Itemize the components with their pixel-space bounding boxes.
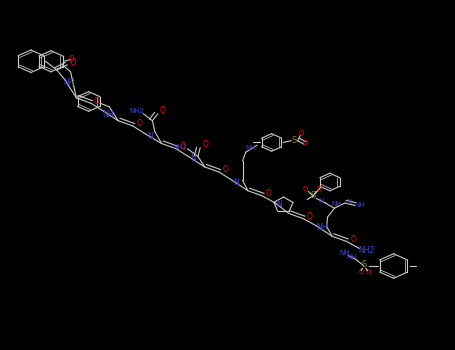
- Text: N: N: [347, 199, 352, 205]
- Text: S: S: [310, 191, 316, 201]
- Text: NH: NH: [102, 110, 114, 119]
- Text: NH2: NH2: [172, 144, 187, 150]
- Text: O: O: [70, 58, 76, 67]
- Text: N: N: [191, 154, 196, 163]
- Text: O: O: [266, 189, 272, 198]
- Text: NH: NH: [316, 223, 328, 232]
- Text: O: O: [317, 186, 322, 192]
- Text: NH: NH: [245, 145, 256, 151]
- Text: S: S: [292, 136, 297, 145]
- Text: O: O: [307, 212, 313, 221]
- Text: O: O: [180, 142, 185, 151]
- Text: NH: NH: [354, 202, 365, 208]
- Text: NH: NH: [339, 250, 350, 256]
- Text: O: O: [136, 119, 142, 128]
- Text: N: N: [276, 200, 282, 209]
- Text: O: O: [94, 97, 100, 106]
- Text: O: O: [303, 140, 308, 146]
- Text: O: O: [203, 140, 208, 149]
- Text: O: O: [303, 186, 308, 192]
- Text: NH2: NH2: [358, 246, 374, 256]
- Text: NH: NH: [331, 201, 342, 207]
- Text: O: O: [223, 165, 228, 174]
- Text: N: N: [318, 197, 324, 204]
- Text: O: O: [350, 234, 356, 244]
- Text: O: O: [298, 130, 304, 136]
- Text: O: O: [69, 55, 74, 64]
- Text: NH2: NH2: [129, 108, 144, 114]
- Text: S: S: [361, 260, 367, 269]
- Text: O: O: [366, 269, 371, 275]
- Text: O: O: [359, 269, 364, 275]
- Text: NH: NH: [346, 254, 357, 260]
- Text: NH: NH: [63, 78, 75, 87]
- Text: N: N: [147, 132, 153, 141]
- Text: O: O: [160, 106, 165, 115]
- Text: N: N: [234, 178, 239, 187]
